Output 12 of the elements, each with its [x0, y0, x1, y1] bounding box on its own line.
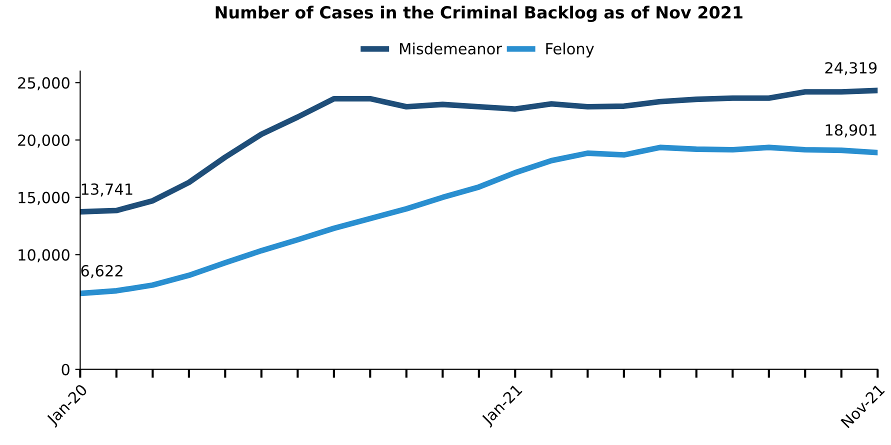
legend-label: Misdemeanor	[400, 42, 502, 54]
y-tick-label: 20,000	[18, 134, 70, 148]
legend-label: Felony	[546, 42, 594, 58]
data-label: 6,622	[81, 265, 122, 278]
y-tick-label: 0	[62, 364, 70, 376]
data-label: 24,319	[825, 62, 877, 76]
chart-title: Number of Cases in the Criminal Backlog as of Nov 2021	[216, 6, 742, 22]
data-label: 18,901	[826, 124, 876, 138]
data-label: 13,741	[82, 183, 132, 196]
y-tick-label: 15,000	[18, 192, 70, 205]
y-tick-label: 10,000	[18, 249, 70, 262]
y-tick-label: 25,000	[18, 77, 70, 90]
